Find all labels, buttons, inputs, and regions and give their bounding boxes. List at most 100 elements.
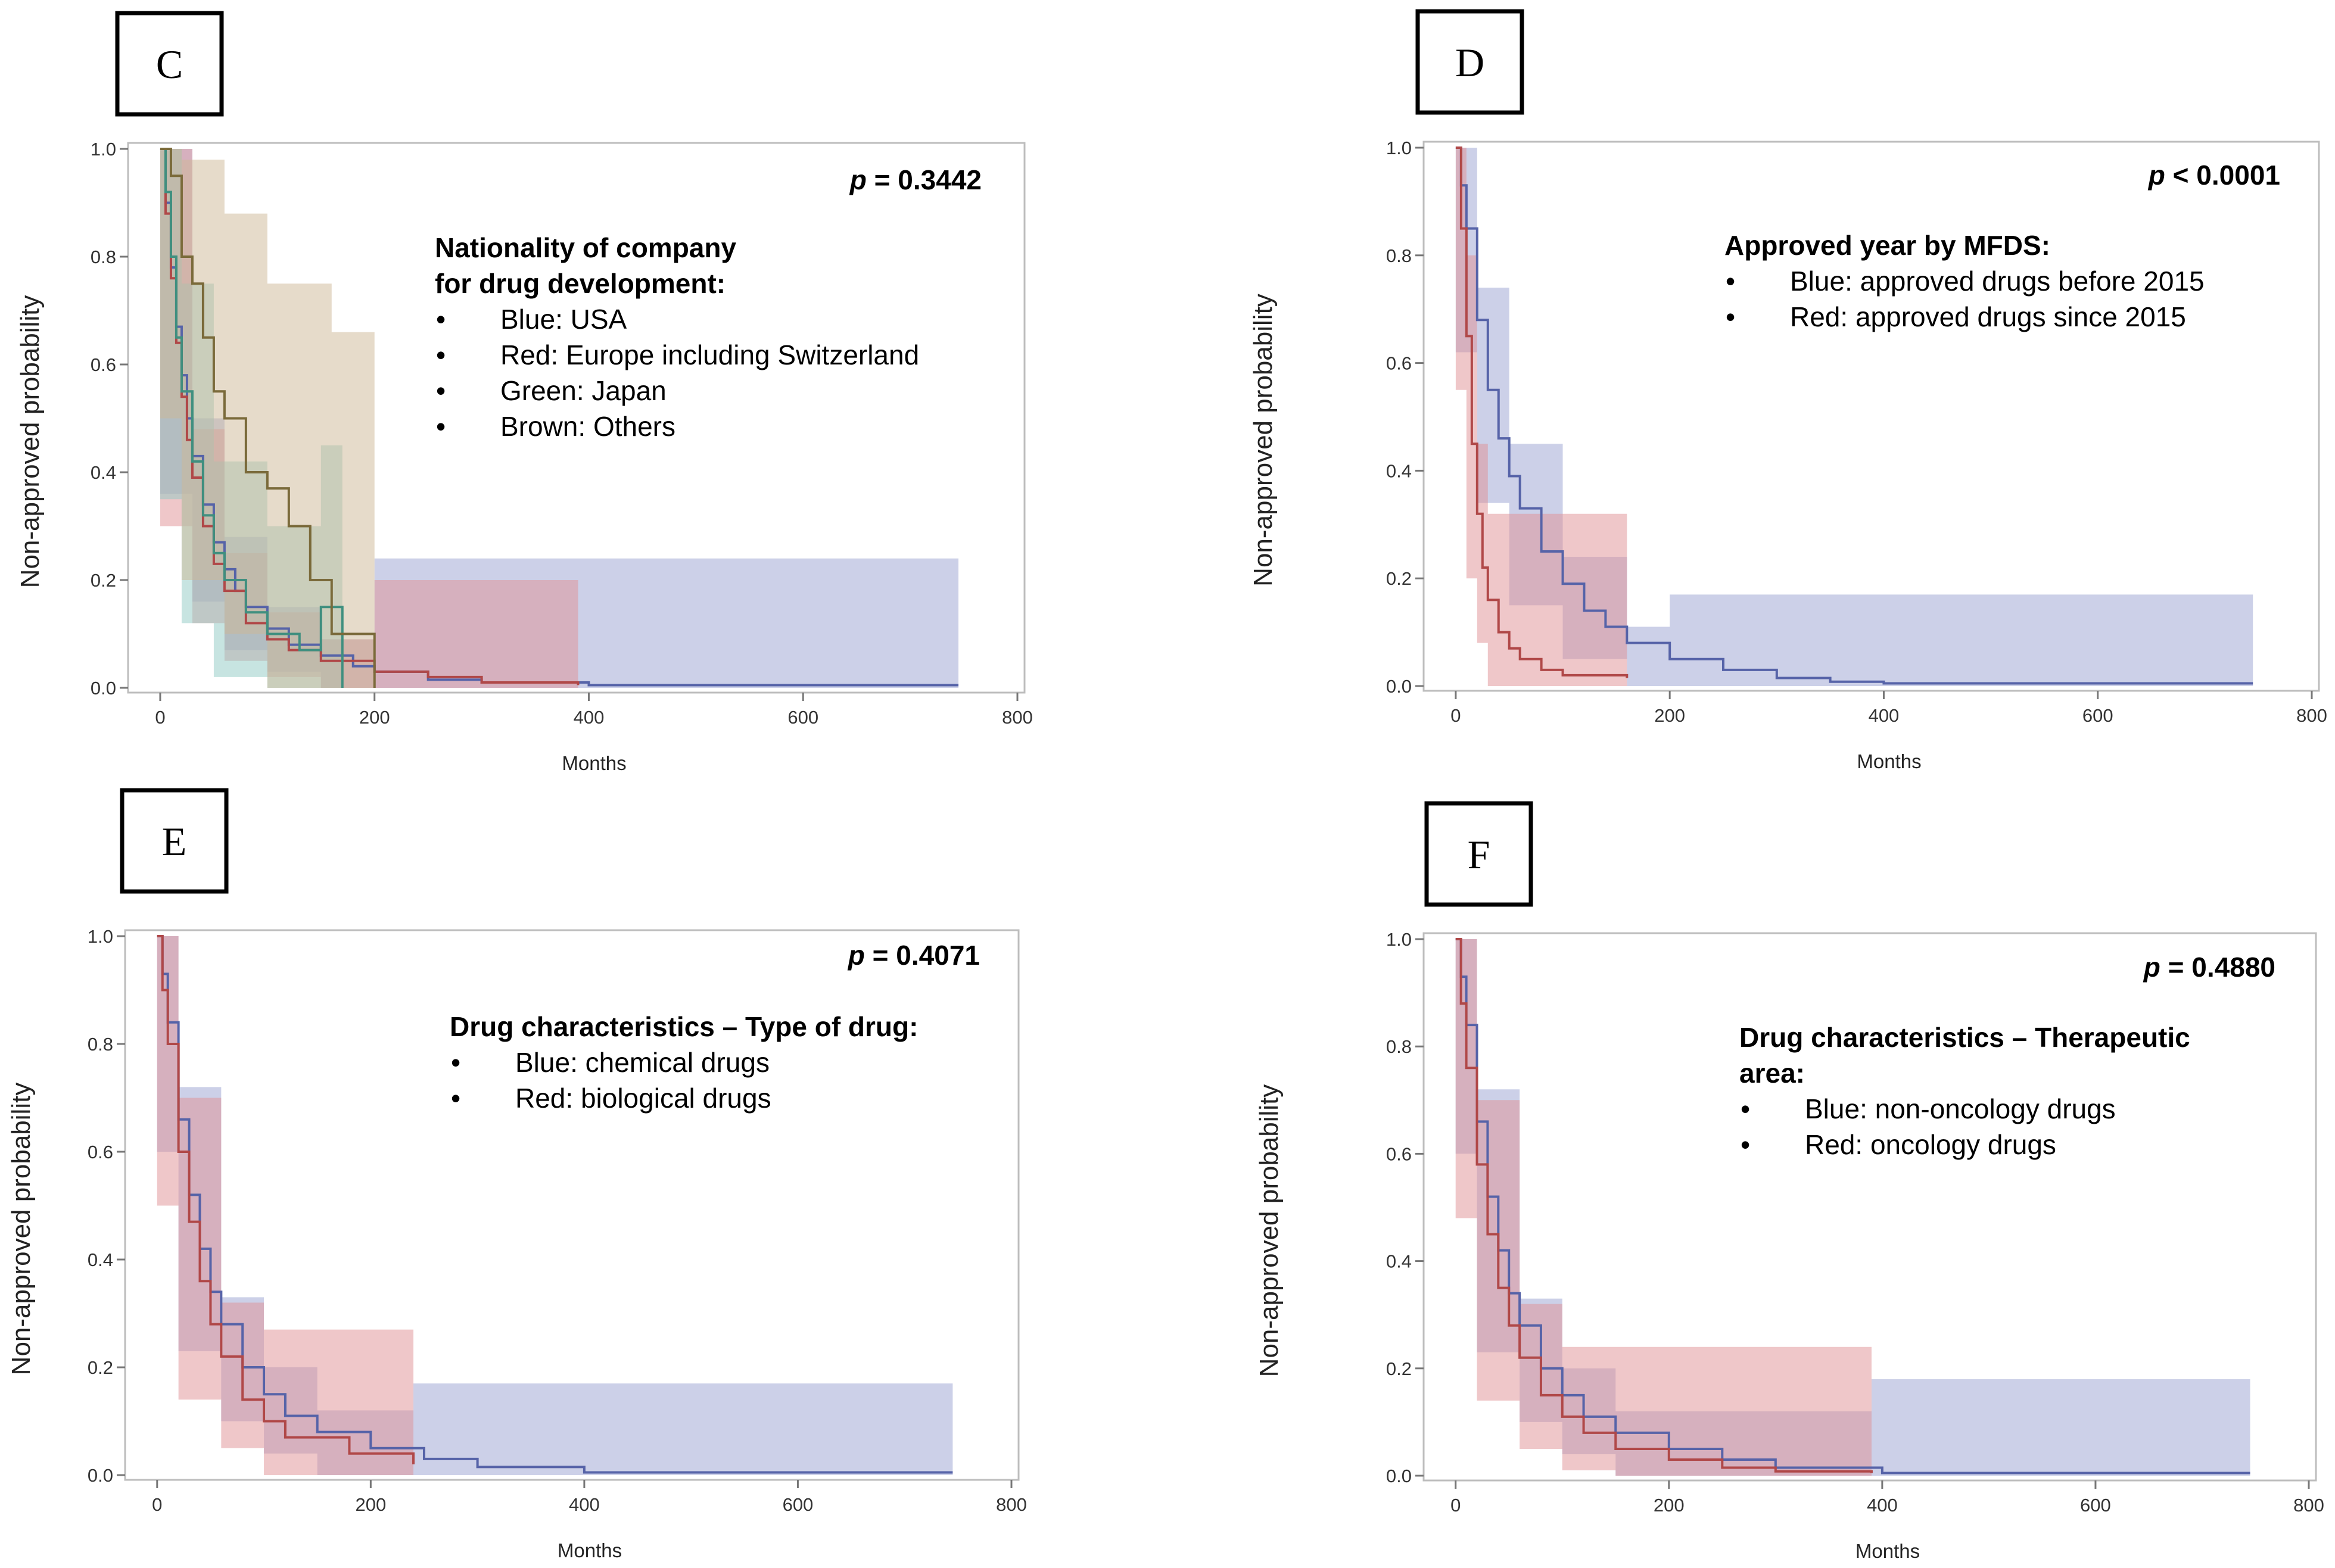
y-tick-label: 0.6 [91, 354, 116, 375]
p-symbol: p [2147, 160, 2165, 191]
y-tick-label: 1.0 [1386, 929, 1412, 950]
panel-e: E 0.0 0.2 0.4 0.6 0.8 1.0 0 200 400 600 800 Months No… [7, 788, 1027, 1561]
y-tick-label: 0.4 [1386, 1251, 1412, 1272]
survival-line-brown [160, 148, 376, 688]
confidence-band-red [1455, 939, 1872, 1476]
y-axis-title: Non-approved probability [15, 295, 45, 588]
x-tick-label: 400 [569, 1494, 600, 1515]
y-tick-label: 0.8 [1386, 245, 1412, 266]
y-tick-label: 0.2 [1386, 568, 1412, 589]
y-tick-label: 0.8 [88, 1034, 113, 1055]
y-axis-title: Non-approved probability [1254, 1084, 1284, 1377]
x-tick-label: 800 [2296, 705, 2327, 726]
y-tick-label: 0.6 [88, 1142, 113, 1162]
legend-bullet: • [1741, 1093, 1750, 1124]
legend-item: Blue: USA [500, 304, 627, 335]
legend-bullet: • [1726, 301, 1735, 332]
x-tick-label: 200 [355, 1494, 386, 1515]
y-tick-label: 0.4 [1386, 460, 1412, 481]
x-tick-label: 400 [1869, 705, 1900, 726]
y-tick-label: 0.4 [91, 462, 116, 483]
y-axis-title: Non-approved probability [7, 1083, 36, 1376]
panel-label: F [1468, 832, 1490, 877]
x-tick-label: 0 [152, 1494, 162, 1515]
x-tick-label: 800 [1002, 707, 1033, 728]
legend-item: Red: oncology drugs [1805, 1129, 2056, 1160]
y-tick-label: 0.0 [1386, 676, 1412, 697]
legend-bullet: • [436, 411, 446, 442]
x-tick-label: 600 [787, 707, 818, 728]
legend-item: Green: Japan [500, 375, 667, 406]
panel-label: D [1455, 40, 1484, 85]
p-value: p = 0.4071 [847, 940, 980, 971]
survival-line-red [1455, 146, 1629, 678]
y-tick-label: 0.2 [91, 570, 116, 591]
y-tick-label: 0.0 [91, 678, 116, 699]
x-tick-label: 0 [1450, 705, 1461, 726]
legend-bullet: • [1741, 1129, 1750, 1160]
x-tick-label: 0 [155, 707, 165, 728]
x-axis-title: Months [1857, 750, 1921, 772]
y-tick-label: 1.0 [88, 926, 113, 947]
legend-bullet: • [436, 375, 446, 406]
legend-item: Blue: approved drugs before 2015 [1790, 266, 2205, 297]
p-symbol: p [847, 940, 865, 971]
x-tick-label: 400 [1867, 1495, 1898, 1516]
survival-line-blue [1455, 146, 2253, 685]
y-tick-label: 0.2 [1386, 1358, 1412, 1379]
p-value-text: = 0.4071 [865, 940, 980, 971]
y-tick-label: 0.8 [91, 247, 116, 267]
x-tick-label: 200 [359, 707, 390, 728]
legend-bullet: • [436, 304, 446, 335]
x-tick-label: 600 [2080, 1495, 2111, 1516]
panel-d: D 0.0 0.2 0.4 0.6 0.8 1.0 0 200 400 600 800 Months No… [1249, 9, 2327, 772]
y-tick-label: 0.6 [1386, 353, 1412, 374]
y-tick-label: 1.0 [1386, 138, 1412, 158]
panel-label-box [115, 11, 224, 117]
confidence-band-blue [1455, 148, 2253, 686]
legend-bullet: • [1726, 266, 1735, 297]
survival-line-red [1455, 938, 1873, 1473]
x-axis-title: Months [562, 752, 626, 774]
p-value: p < 0.0001 [2147, 160, 2280, 191]
p-value: p = 0.3442 [849, 164, 982, 195]
legend-bullet: • [436, 339, 446, 370]
x-axis-title: Months [558, 1539, 622, 1561]
p-value-text: < 0.0001 [2165, 160, 2280, 191]
panel-label-box [1415, 9, 1524, 115]
panel-label: C [156, 42, 183, 87]
legend-item: Blue: non-oncology drugs [1805, 1093, 2116, 1124]
y-tick-label: 1.0 [91, 139, 116, 160]
legend-bullet: • [451, 1083, 460, 1114]
legend-item: Red: approved drugs since 2015 [1790, 301, 2186, 332]
panel-label-box [1424, 801, 1533, 907]
y-tick-label: 0.2 [88, 1357, 113, 1378]
y-tick-label: 0.4 [88, 1249, 113, 1270]
survival-line-red [157, 935, 415, 1464]
x-tick-label: 600 [783, 1494, 814, 1515]
x-axis-title: Months [1855, 1540, 1920, 1562]
panel-f: F 0.0 0.2 0.4 0.6 0.8 1.0 0 200 400 600 800 Months No… [1254, 801, 2324, 1562]
p-value-text: = 0.4880 [2160, 952, 2275, 983]
survival-line-green [160, 148, 344, 688]
p-value: p = 0.4880 [2143, 952, 2275, 983]
x-tick-label: 800 [996, 1494, 1027, 1515]
x-tick-label: 400 [574, 707, 605, 728]
y-tick-label: 0.8 [1386, 1036, 1412, 1057]
p-symbol: p [849, 164, 867, 195]
legend-bullet: • [451, 1047, 460, 1078]
legend-title: area: [1739, 1058, 1805, 1089]
panel-c: C 0.0 0.2 0.4 0.6 0.8 1.0 0 200 400 600 800 Months No… [15, 11, 1033, 774]
y-axis-title: Non-approved probability [1249, 294, 1278, 587]
legend-title: for drug development: [435, 268, 726, 299]
legend-title: Nationality of company [435, 232, 736, 263]
p-symbol: p [2143, 952, 2160, 983]
legend-item: Red: Europe including Switzerland [500, 339, 919, 370]
legend-item: Brown: Others [500, 411, 675, 442]
legend-item: Red: biological drugs [515, 1083, 771, 1114]
legend-item: Blue: chemical drugs [515, 1047, 770, 1078]
x-tick-label: 0 [1450, 1495, 1461, 1516]
panel-label: E [162, 819, 187, 864]
y-tick-label: 0.0 [88, 1465, 113, 1486]
